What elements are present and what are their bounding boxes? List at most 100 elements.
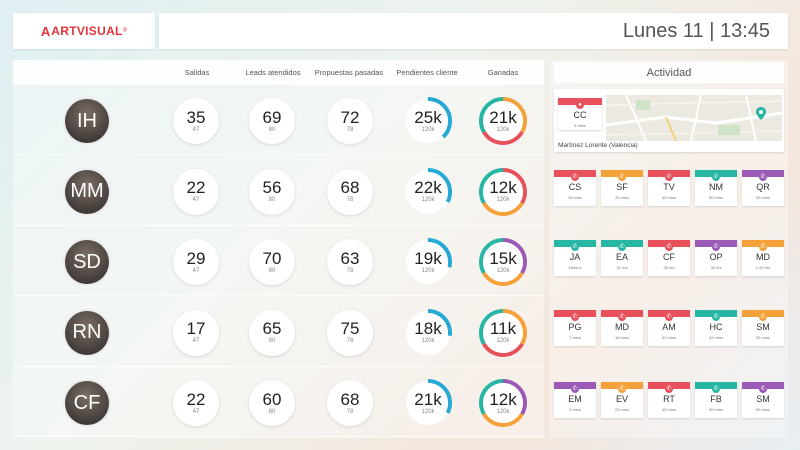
tile-time: 18 mins (614, 335, 629, 340)
activity-tile[interactable]: ✆ SM 59 mins (742, 382, 784, 418)
phone-icon: ✆ (712, 313, 720, 321)
phone-icon: ✆ (618, 173, 626, 181)
activity-title: Actividad (554, 62, 784, 83)
activity-tile[interactable]: ✆ SF 35 mins (601, 170, 643, 206)
activity-tile[interactable]: ✆ HC 42 mins (695, 310, 737, 346)
activity-map-card[interactable]: ● CC 3 mins Martínez Lorente (Valencia) (554, 89, 784, 152)
phone-icon: ✆ (712, 385, 720, 393)
stat-value: 70 (262, 248, 282, 268)
stat-salidas: 35 47 (173, 98, 219, 144)
stat-propuestas: 63 78 (327, 239, 373, 286)
phone-icon: ✆ (665, 173, 673, 181)
stat-leads: 56 80 (249, 168, 295, 215)
activity-tile[interactable]: ✆ AM 33 mins (648, 310, 690, 346)
tile-initials: CF (663, 252, 675, 262)
stat-target: 120k (496, 197, 510, 204)
stat-value: 17 (186, 319, 206, 339)
stat-salidas: 29 47 (173, 239, 219, 286)
tile-time: 50 mins (708, 195, 723, 200)
activity-tile-row: ✆ EM 3 mins ✆ EV 23 mins ✆ RT 45 mins ✆ FB 50 mins ✆… (554, 382, 784, 424)
stat-target: 78 (346, 267, 354, 274)
stat-leads: 60 80 (249, 380, 295, 427)
stat-value: 72 (340, 107, 360, 127)
stat-ganadas: 12k 120k (478, 378, 528, 428)
map-card-time: 3 mins (574, 123, 586, 128)
activity-tile[interactable]: ✆ SM 53 mins (742, 310, 784, 346)
stat-target: 78 (346, 197, 354, 204)
phone-icon: ✆ (571, 173, 579, 181)
activity-tile[interactable]: ✆ NM 50 mins (695, 170, 737, 206)
stat-value: 69 (262, 107, 282, 127)
table-row: CF 22 47 60 80 68 78 21k 120k 12k 120k (13, 367, 544, 438)
tile-initials: EM (568, 394, 582, 404)
tile-initials: PG (568, 322, 582, 332)
brand-name: ARTVISUAL (51, 24, 123, 38)
activity-tile[interactable]: ✆ MD 18 mins (601, 310, 643, 346)
stat-value: 56 (262, 178, 282, 198)
col-header-pendientes: Pendientes cliente (396, 68, 458, 77)
activity-tile-row: ✆ JA 18mins ✆ EA 21 hrs ✆ CF 28 hrs ✆ OP 35 hrs ✆ MD 1… (554, 240, 784, 282)
stat-value: 21k (414, 389, 442, 409)
stat-value: 25k (414, 107, 442, 127)
activity-tile-row: ✆ PG 7 mins ✆ MD 18 mins ✆ AM 33 mins ✆ HC 42 mins ✆… (554, 310, 784, 352)
tile-initials: EA (615, 252, 628, 262)
stat-value: 22k (414, 178, 442, 198)
stat-leads: 69 80 (249, 98, 295, 144)
tile-initials: NM (709, 182, 723, 192)
activity-tile[interactable]: ✆ CS 25 mins (554, 170, 596, 206)
avatar: RN (63, 308, 111, 357)
stat-target: 80 (268, 126, 276, 133)
stat-leads: 65 80 (249, 309, 295, 356)
stat-target: 120k (496, 126, 510, 133)
activity-tile[interactable]: ✆ PG 7 mins (554, 310, 596, 346)
stat-target: 120k (421, 338, 435, 345)
stat-target: 120k (496, 408, 510, 415)
clock-bar: Lunes 11 | 13:45 (159, 13, 788, 49)
phone-icon: ✆ (571, 243, 579, 251)
stat-value: 19k (414, 248, 442, 268)
activity-tile[interactable]: ✆ RT 45 mins (648, 382, 690, 418)
activity-tile[interactable]: ✆ TV 45 mins (648, 170, 690, 206)
stat-value: 18k (414, 319, 442, 339)
stat-value: 15k (489, 248, 517, 268)
map-card-tile: ● CC 3 mins (558, 98, 602, 130)
stat-target: 47 (192, 126, 200, 133)
stat-target: 47 (192, 267, 200, 274)
stat-leads: 70 80 (249, 239, 295, 286)
stat-value: 68 (340, 389, 360, 409)
activity-tile[interactable]: ✆ EM 3 mins (554, 382, 596, 418)
tile-initials: FB (710, 394, 722, 404)
stat-pendientes: 21k 120k (403, 378, 453, 428)
map-image (606, 95, 782, 141)
tile-time: 18mins (568, 265, 582, 270)
table-row: MM 22 47 56 80 68 78 22k 120k 12k 120k (13, 156, 544, 226)
tile-initials: SM (756, 322, 770, 332)
tile-initials: CS (568, 182, 582, 192)
activity-tile-row: ✆ CS 25 mins ✆ SF 35 mins ✆ TV 45 mins ✆ NM 50 mins… (554, 170, 784, 212)
activity-tile[interactable]: ✆ OP 35 hrs (695, 240, 737, 276)
stat-target: 78 (346, 408, 354, 415)
activity-tile[interactable]: ✆ EA 21 hrs (601, 240, 643, 276)
activity-tile[interactable]: ✆ JA 18mins (554, 240, 596, 276)
activity-tile[interactable]: ✆ CF 28 hrs (648, 240, 690, 276)
sales-table: Salidas Leads atendidos Propuestas pasad… (13, 60, 544, 438)
stat-value: 63 (340, 248, 360, 268)
tile-time: 7 mins (569, 335, 581, 340)
stat-value: 12k (489, 389, 517, 409)
tile-time: 1:40 hrs (755, 265, 771, 270)
activity-tile[interactable]: ✆ FB 50 mins (695, 382, 737, 418)
stat-value: 35 (186, 107, 206, 127)
col-header-ganadas: Ganadas (487, 68, 519, 77)
activity-tile[interactable]: ✆ QR 53 mins (742, 170, 784, 206)
stat-value: 22 (186, 389, 206, 409)
map-card-initials: CC (573, 110, 587, 120)
phone-icon: ✆ (665, 243, 673, 251)
activity-tile[interactable]: ✆ MD 1:40 hrs (742, 240, 784, 276)
map-location-label: Martínez Lorente (Valencia) (558, 142, 638, 149)
tile-initials: JA (569, 252, 581, 262)
col-header-propuestas: Propuestas pasadas (314, 68, 384, 77)
stat-value: 29 (186, 248, 206, 268)
tile-time: 28 hrs (663, 265, 675, 270)
stat-target: 120k (421, 126, 435, 133)
activity-tile[interactable]: ✆ EV 23 mins (601, 382, 643, 418)
